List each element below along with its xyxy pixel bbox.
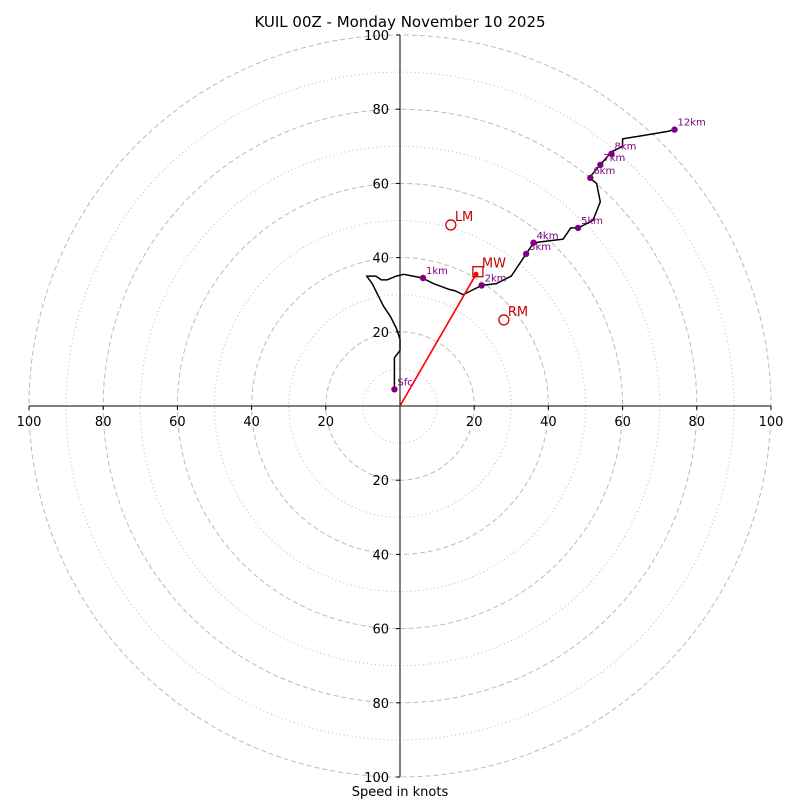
x-axis-label: Speed in knots [352, 785, 449, 800]
y-tick-label: 80 [372, 697, 389, 712]
x-tick-label: 20 [318, 415, 335, 430]
y-tick-label: 100 [364, 29, 389, 44]
x-tick-label: 20 [466, 415, 483, 430]
bulk-shear-vector [399, 273, 477, 407]
x-tick-label: 60 [169, 415, 186, 430]
storm-motion-label: MW [482, 257, 506, 272]
y-tick-label: 40 [372, 548, 389, 563]
height-marker-12km [671, 126, 678, 133]
height-marker-4km [530, 239, 537, 246]
y-tick-label: 60 [372, 177, 389, 192]
height-marker-label: 7km [603, 153, 625, 164]
height-marker-label: 5km [581, 216, 603, 227]
chart-title: KUIL 00Z - Monday November 10 2025 [254, 13, 545, 31]
storm-motion-markers: LM RM MW [445, 210, 528, 326]
y-tick-label: 40 [372, 252, 389, 267]
height-marker-3km [522, 250, 530, 258]
x-tick-label: 40 [540, 415, 557, 430]
height-marker-sfc [391, 386, 398, 393]
y-tick-label: 20 [372, 474, 389, 489]
storm-motion-marker-mw [472, 266, 484, 278]
x-tick-label: 80 [95, 415, 112, 430]
height-marker-1km [419, 274, 427, 282]
x-tick-label: 100 [17, 415, 42, 430]
x-tick-label: 60 [614, 415, 631, 430]
height-marker-label: 6km [593, 166, 615, 177]
height-marker-label: 4km [537, 231, 559, 242]
x-tick-label: 80 [689, 415, 706, 430]
height-marker-label: 1km [426, 266, 448, 277]
hodograph-trace-group [365, 128, 675, 390]
height-marker-6km [587, 174, 594, 182]
shear-vector-group [399, 271, 479, 407]
x-tick-label: 100 [759, 415, 784, 430]
hodograph-trace [365, 128, 675, 390]
y-tick-label: 80 [372, 103, 389, 118]
height-marker-label: 3km [529, 242, 551, 253]
y-tick-label: 100 [364, 771, 389, 786]
storm-motion-label: LM [455, 210, 473, 225]
height-marker-label: Sfc [397, 377, 412, 388]
y-tick-label: 60 [372, 623, 389, 638]
storm-motion-marker-rm [498, 314, 510, 326]
bulk-shear-vector-tip [473, 271, 479, 277]
height-marker-label: 12km [678, 118, 706, 129]
y-tick-label: 20 [372, 326, 389, 341]
storm-motion-marker-lm [445, 219, 457, 231]
height-marker-8km [608, 150, 615, 157]
storm-motion-label: RM [508, 305, 528, 320]
height-marker-label: 2km [485, 273, 507, 284]
x-tick-label: 40 [243, 415, 260, 430]
height-marker-5km [574, 224, 582, 232]
height-marker-7km [597, 161, 604, 169]
height-marker-2km [478, 282, 485, 289]
height-marker-label: 8km [614, 142, 636, 153]
tick-labels: 20 20 20 20 40 40 40 40 60 60 60 60 80 80 80 80 100 100 10… [17, 29, 784, 786]
